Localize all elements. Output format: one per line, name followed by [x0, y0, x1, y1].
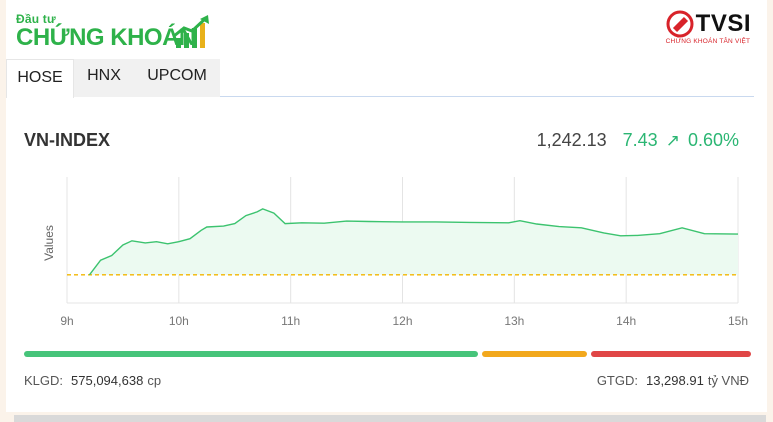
volume-info: KLGD: 575,094,638 cp [24, 373, 161, 388]
tvsi-name: TVSI [695, 10, 751, 37]
tvsi-logo[interactable]: TVSI CHỨNG KHOÁN TÂN VIỆT [666, 10, 751, 45]
logo-big-text: CHỨNG KHOÁN [16, 24, 196, 51]
breadth-segment [591, 351, 751, 357]
tab-hnx[interactable]: HNX [74, 59, 134, 97]
turnover-unit: tỷ VNĐ [707, 373, 749, 388]
dautu-chungkhoan-logo[interactable]: Đầu tư CHỨNG KHOÁN [16, 12, 209, 52]
volume-label: KLGD: [24, 373, 64, 388]
x-tick-label: 11h [281, 314, 300, 328]
turnover-label: GTGD: [596, 373, 638, 388]
volume-value: 575,094,638 [71, 373, 144, 388]
index-name: VN-INDEX [24, 130, 111, 150]
breadth-segment [482, 351, 588, 357]
turnover-info: GTGD: 13,298.91 tỷ VNĐ [597, 373, 749, 388]
index-change-percent: 0.60% [687, 130, 739, 150]
price-area [89, 208, 738, 275]
exchange-tabs: HOSE HNX UPCOM [6, 59, 754, 98]
x-tick-label: 10h [169, 314, 189, 328]
tvsi-mark-icon [666, 10, 694, 38]
intraday-chart: 9h 10h 11h 12h 13h 14h 15h Values [42, 177, 748, 328]
tab-upcom[interactable]: UPCOM [134, 59, 220, 97]
index-value: 1,242.13 [536, 130, 607, 150]
turnover-value: 13,298.91 [645, 373, 704, 388]
x-axis-ticks: 9h 10h 11h 12h 13h 14h 15h [60, 314, 748, 328]
y-axis-label: Values [42, 225, 56, 261]
volume-unit: cp [147, 373, 162, 388]
rising-chart-icon [173, 15, 209, 48]
index-change: 7.43 [622, 130, 658, 150]
x-tick-label: 9h [60, 314, 73, 328]
logo-small-text: Đầu tư [16, 12, 56, 26]
breadth-segment [24, 351, 478, 357]
x-tick-label: 14h [616, 314, 636, 328]
price-line [88, 208, 739, 276]
tvsi-tagline: CHỨNG KHOÁN TÂN VIỆT [665, 38, 751, 45]
tab-hose[interactable]: HOSE [6, 59, 74, 98]
index-quote: 1,242.13 7.43 ↗ 0.60% [537, 130, 739, 151]
arrow-up-right-icon: ↗ [665, 130, 680, 150]
x-tick-label: 15h [728, 314, 748, 328]
x-tick-label: 12h [392, 314, 412, 328]
bottom-divider [14, 415, 766, 422]
x-tick-label: 13h [504, 314, 524, 328]
